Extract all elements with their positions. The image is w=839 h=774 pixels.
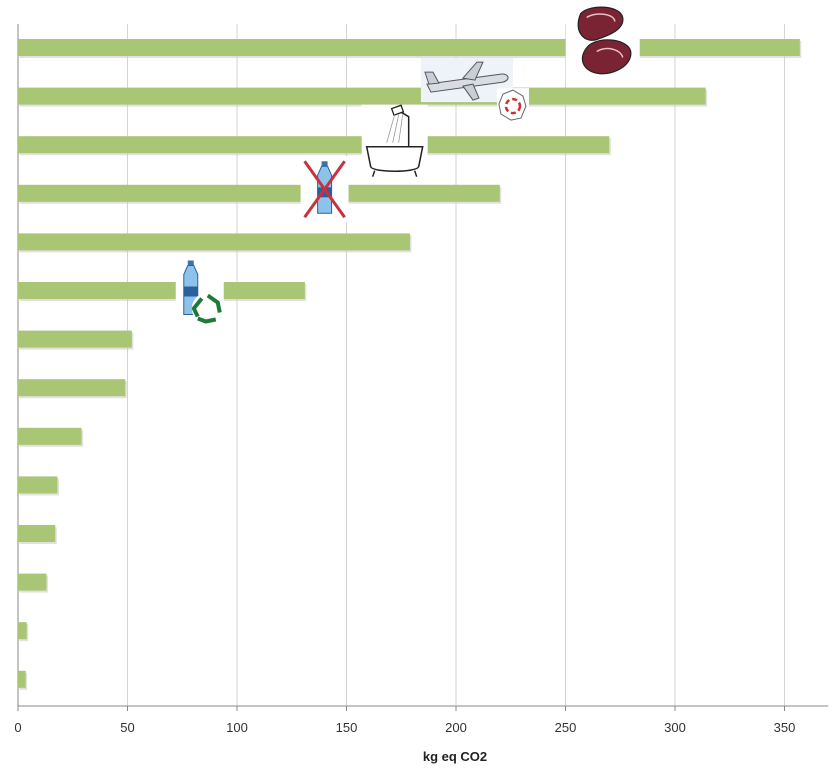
france-map-icon: [496, 88, 529, 125]
bar-5: [18, 282, 305, 299]
pictograms: [175, 1, 640, 327]
crossed-water-bottle-icon: [300, 156, 349, 223]
bar-12: [18, 622, 27, 640]
x-tick-label-150: 150: [336, 720, 358, 735]
recycled-water-bottle-icon: [175, 254, 224, 327]
x-tick-label-0: 0: [14, 720, 21, 735]
x-tick-label-300: 300: [664, 720, 686, 735]
bar-3: [18, 184, 500, 202]
bathtub-shower-icon: [361, 104, 428, 183]
bar-1: [18, 87, 706, 105]
x-tick-label-250: 250: [555, 720, 577, 735]
x-tick-label-200: 200: [445, 720, 467, 735]
steak-icon: [565, 1, 640, 84]
x-tick-label-100: 100: [226, 720, 248, 735]
x-tick-labels: 0 50 100 150 200 250 300 350: [14, 706, 795, 735]
bar-4: [18, 233, 411, 251]
bar-7: [18, 379, 126, 397]
x-tick-label-50: 50: [120, 720, 134, 735]
x-axis-title: kg eq CO2: [423, 749, 487, 764]
bar-2: [18, 136, 610, 154]
bar-0: [18, 39, 800, 56]
bar-6: [18, 330, 132, 348]
bar-10: [18, 525, 56, 542]
bar-9: [18, 476, 58, 494]
bar-8: [18, 427, 82, 445]
x-tick-label-350: 350: [774, 720, 796, 735]
bar-13: [18, 670, 26, 688]
airplane-icon: [420, 58, 513, 103]
bar-11: [18, 573, 47, 591]
